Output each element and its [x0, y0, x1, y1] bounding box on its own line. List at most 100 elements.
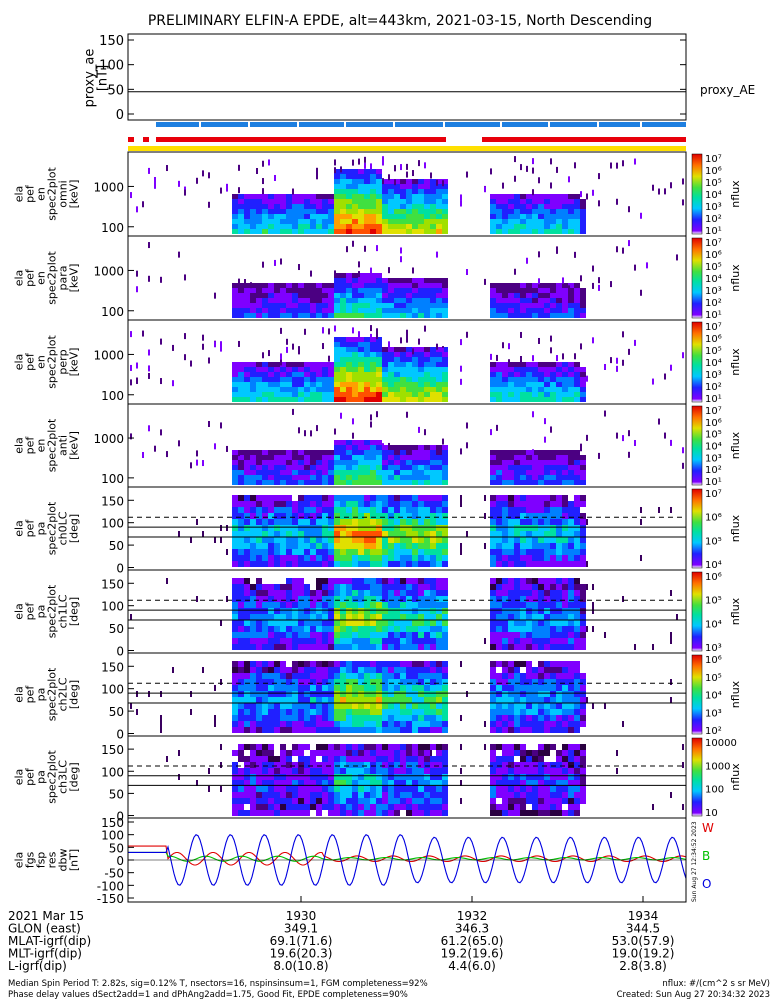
spectrogram-pixel [316, 715, 322, 721]
spectrogram-pixel [382, 460, 388, 465]
spectrogram-pixel [382, 450, 388, 455]
spectrogram-pixel [550, 561, 556, 567]
spectrogram-pixel [376, 184, 382, 189]
spectrogram-pixel [376, 194, 382, 199]
spectrogram-pixel [346, 709, 352, 715]
spectrogram-pixel [526, 455, 532, 460]
spectrogram-pixel [292, 744, 298, 750]
spectrogram-pixel [250, 638, 256, 644]
spectrogram-pixel [574, 667, 580, 673]
spectrogram-pixel [382, 804, 388, 810]
spectrogram-pixel [244, 367, 250, 372]
spectrogram-pixel [334, 638, 340, 644]
spectrogram-pixel [268, 480, 274, 485]
spectrogram-pixel [268, 387, 274, 392]
spectrogram-pixel [286, 644, 292, 650]
spectrogram-pixel [322, 561, 328, 567]
spectrogram-pixel [574, 313, 580, 318]
spectrogram-pixel [298, 697, 304, 703]
spectrogram-pixel [556, 661, 562, 667]
spectrogram-pixel [580, 549, 586, 555]
noise-pixel [130, 433, 132, 440]
spectrogram-pixel [376, 744, 382, 750]
spectrogram-pixel [550, 303, 556, 308]
spectrogram-pixel [310, 721, 316, 727]
spectrogram-pixel [502, 219, 508, 224]
spectrogram-pixel [442, 214, 448, 219]
spectrogram-pixel [442, 644, 448, 650]
spectrogram-pixel [256, 762, 262, 768]
noise-pixel [376, 411, 378, 418]
spectrogram-pixel [424, 756, 430, 762]
spectrogram-pixel [514, 519, 520, 525]
spectrogram-pixel [538, 709, 544, 715]
spectrogram-pixel [328, 750, 334, 756]
spectrogram-pixel [538, 507, 544, 513]
spectrogram-pixel [556, 283, 562, 288]
spectrogram-pixel [442, 229, 448, 234]
spectrogram-pixel [316, 549, 322, 555]
spectrogram-pixel [418, 308, 424, 313]
spectrogram-pixel [442, 750, 448, 756]
spectrogram-pixel [400, 679, 406, 685]
spectrogram-pixel [364, 525, 370, 531]
colorbar-tick-label: 10² [705, 382, 722, 393]
spectrogram-pixel [340, 768, 346, 774]
spectrogram-pixel [304, 709, 310, 715]
spectrogram-pixel [424, 525, 430, 531]
spectrogram-pixel [496, 308, 502, 313]
spectrogram-pixel [346, 367, 352, 372]
spectrogram-pixel [406, 602, 412, 608]
spectrogram-pixel [424, 555, 430, 561]
spectrogram-pixel [568, 555, 574, 561]
spectrogram-pixel [244, 608, 250, 614]
spectrogram-pixel [310, 303, 316, 308]
spectrogram-pixel [520, 679, 526, 685]
spectrogram-pixel [292, 480, 298, 485]
spectrogram-pixel [580, 638, 586, 644]
spectrogram-pixel [340, 685, 346, 691]
spectrogram-pixel [502, 608, 508, 614]
spectrogram-pixel [328, 501, 334, 507]
spectrogram-pixel [244, 214, 250, 219]
spectrogram-pixel [310, 626, 316, 632]
spectrogram-pixel [250, 531, 256, 537]
spectrogram-pixel [442, 204, 448, 209]
spectrogram-pixel [394, 549, 400, 555]
spectrogram-pixel [430, 673, 436, 679]
spectrogram-pixel [334, 596, 340, 602]
noise-pixel [388, 267, 390, 274]
spectrogram-pixel [544, 465, 550, 470]
spectrogram-pixel [412, 298, 418, 303]
spectrogram-pixel [394, 397, 400, 402]
spectrogram-pixel [262, 303, 268, 308]
spectrogram-pixel [262, 204, 268, 209]
spectrogram-pixel [364, 555, 370, 561]
spectrogram-pixel [394, 470, 400, 475]
noise-pixel [424, 325, 426, 332]
spectrogram-pixel [328, 475, 334, 480]
spectrogram-pixel [244, 455, 250, 460]
spectrogram-pixel [430, 614, 436, 620]
spectrogram-pixel [352, 445, 358, 450]
spectrogram-pixel [400, 561, 406, 567]
spectrogram-pixel [538, 283, 544, 288]
spectrogram-pixel [496, 614, 502, 620]
spectrogram-pixel [250, 762, 256, 768]
spectrogram-pixel [568, 667, 574, 673]
spectrogram-pixel [496, 786, 502, 792]
spectrogram-pixel [286, 549, 292, 555]
spectrogram-pixel [370, 501, 376, 507]
spectrogram-pixel [382, 513, 388, 519]
spectrogram-pixel [250, 308, 256, 313]
ylabel-line: ch3LC [57, 760, 70, 794]
spectrogram-pixel [256, 561, 262, 567]
spectrogram-pixel [556, 786, 562, 792]
spectrogram-pixel [286, 531, 292, 537]
pitch-panel: 150100500elapefpaspec2plotch3LC[deg]1000… [13, 735, 742, 824]
spectrogram-pixel [286, 596, 292, 602]
spectrogram-pixel [442, 513, 448, 519]
spectrogram-pixel [328, 804, 334, 810]
spectrogram-pixel [418, 293, 424, 298]
spectrogram-pixel [256, 470, 262, 475]
